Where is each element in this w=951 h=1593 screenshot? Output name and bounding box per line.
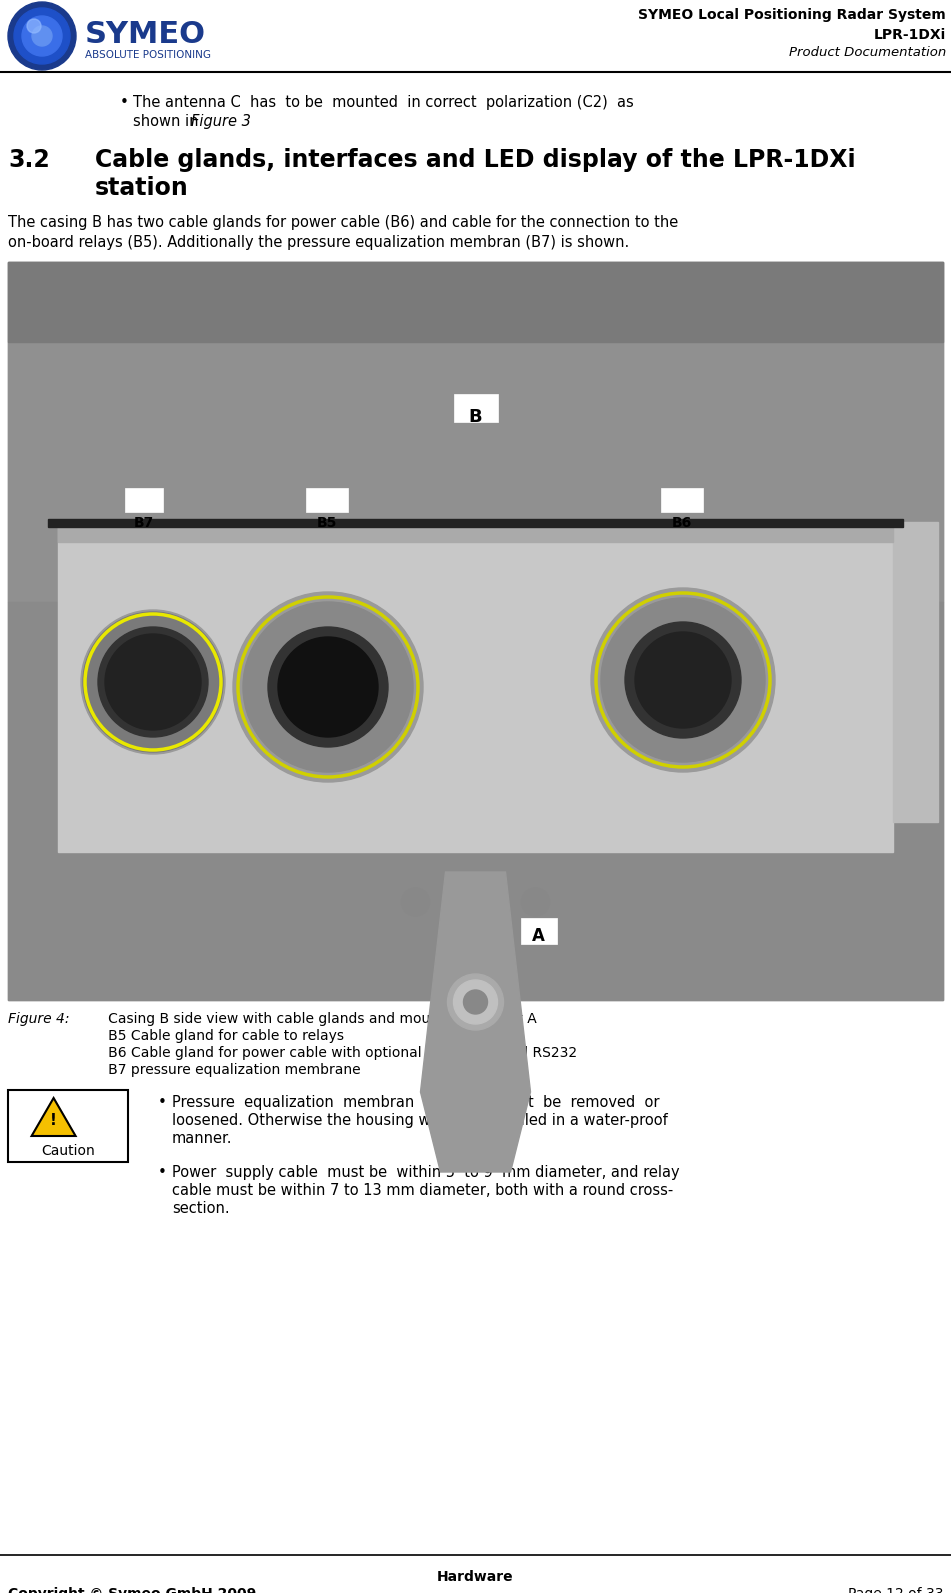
Circle shape (463, 989, 488, 1015)
Bar (8, 1090, 128, 1161)
Circle shape (601, 597, 765, 761)
Text: LPR-1DXi: LPR-1DXi (874, 29, 946, 41)
Circle shape (521, 887, 550, 916)
Text: Page 12 of 33: Page 12 of 33 (847, 1587, 943, 1593)
Text: Power  supply cable  must be  within 5  to 9  mm diameter, and relay: Power supply cable must be within 5 to 9… (172, 1164, 680, 1180)
Circle shape (22, 16, 62, 56)
Text: Copyright © Symeo GmbH 2009: Copyright © Symeo GmbH 2009 (8, 1587, 256, 1593)
Circle shape (105, 634, 201, 730)
Bar (8, 261, 943, 1000)
Circle shape (32, 25, 52, 46)
Text: B6 Cable gland for power cable with optional wires for serial RS232: B6 Cable gland for power cable with opti… (95, 1047, 577, 1059)
Bar (661, 487, 703, 511)
Bar (58, 523, 893, 542)
Text: section.: section. (172, 1201, 229, 1215)
Bar (520, 918, 556, 945)
Text: Casing B side view with cable glands and mounting bracket A: Casing B side view with cable glands and… (95, 1012, 536, 1026)
Text: Product Documentation: Product Documentation (788, 46, 946, 59)
Circle shape (98, 628, 208, 738)
Text: station: station (95, 175, 188, 201)
Circle shape (591, 588, 775, 773)
Polygon shape (31, 1098, 75, 1136)
Text: Caution: Caution (41, 1144, 95, 1158)
Text: cable must be within 7 to 13 mm diameter, both with a round cross-: cable must be within 7 to 13 mm diameter… (172, 1184, 673, 1198)
Text: B7 pressure equalization membrane: B7 pressure equalization membrane (95, 1063, 360, 1077)
Text: •: • (158, 1164, 166, 1180)
Text: A: A (532, 927, 545, 945)
Text: ABSOLUTE POSITIONING: ABSOLUTE POSITIONING (85, 49, 211, 61)
Text: •: • (120, 96, 129, 110)
Polygon shape (420, 871, 531, 1172)
Circle shape (243, 602, 413, 773)
Circle shape (88, 616, 218, 747)
Circle shape (268, 628, 388, 747)
Circle shape (14, 8, 70, 64)
Circle shape (454, 980, 497, 1024)
Circle shape (635, 632, 731, 728)
Text: Cable glands, interfaces and LED display of the LPR-1DXi: Cable glands, interfaces and LED display… (95, 148, 856, 172)
Bar (58, 523, 893, 852)
Text: SYMEO: SYMEO (85, 21, 206, 49)
Ellipse shape (83, 612, 223, 752)
Circle shape (278, 637, 378, 738)
Text: The casing B has two cable glands for power cable (B6) and cable for the connect: The casing B has two cable glands for po… (8, 215, 678, 229)
Text: manner.: manner. (172, 1131, 232, 1145)
Bar (893, 523, 938, 822)
Bar (8, 261, 943, 602)
Text: Figure 3: Figure 3 (191, 115, 251, 129)
Circle shape (448, 973, 503, 1031)
Text: B6: B6 (671, 516, 692, 530)
Text: Pressure  equalization  membran  (B7)  must  not  be  removed  or: Pressure equalization membran (B7) must … (172, 1094, 659, 1110)
Circle shape (233, 593, 423, 782)
Circle shape (625, 621, 741, 738)
Bar (8, 261, 943, 342)
Text: Figure 4:: Figure 4: (8, 1012, 69, 1026)
Circle shape (27, 19, 41, 33)
Bar (125, 487, 163, 511)
Text: SYMEO Local Positioning Radar System: SYMEO Local Positioning Radar System (638, 8, 946, 22)
Text: 3.2: 3.2 (8, 148, 49, 172)
Bar (454, 393, 497, 422)
Circle shape (401, 887, 430, 916)
Text: •: • (158, 1094, 166, 1110)
Text: Hardware: Hardware (437, 1571, 514, 1583)
Circle shape (81, 610, 225, 753)
Bar (306, 487, 348, 511)
Text: The antenna C  has  to be  mounted  in correct  polarization (C2)  as: The antenna C has to be mounted in corre… (133, 96, 633, 110)
Text: shown in: shown in (133, 115, 204, 129)
Text: B: B (469, 408, 482, 425)
Text: B7: B7 (134, 516, 154, 530)
Text: B5: B5 (317, 516, 338, 530)
Text: !: ! (50, 1112, 57, 1128)
Bar (8, 602, 943, 1000)
Text: on-board relays (B5). Additionally the pressure equalization membran (B7) is sho: on-board relays (B5). Additionally the p… (8, 236, 630, 250)
Text: B5 Cable gland for cable to relays: B5 Cable gland for cable to relays (95, 1029, 344, 1043)
Circle shape (8, 2, 76, 70)
Bar (48, 519, 903, 527)
Text: loosened. Otherwise the housing will not be sealed in a water-proof: loosened. Otherwise the housing will not… (172, 1114, 668, 1128)
